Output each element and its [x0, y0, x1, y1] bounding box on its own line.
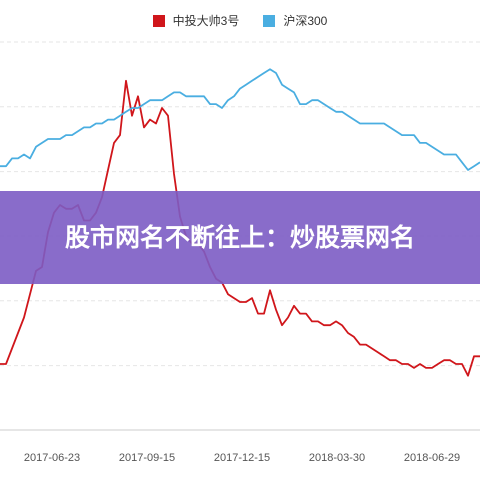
x-tick-label: 2017-09-15: [119, 452, 175, 464]
legend-item-series-1[interactable]: 中投大帅3号: [152, 12, 240, 29]
title-banner: 股市网名不断往上：炒股票网名: [0, 191, 480, 284]
series-2-line[interactable]: [0, 68, 480, 171]
legend-label-series-1: 中投大帅3号: [172, 14, 240, 28]
x-tick-label: 2018-06-29: [404, 452, 460, 464]
x-axis-ticks: 2017-06-23 2017-09-15 2017-12-15 2018-03-30…: [24, 452, 460, 464]
banner-title: 股市网名不断往上：炒股票网名: [64, 222, 415, 252]
legend-swatch-series-1: [152, 14, 165, 27]
legend-label-series-2: 沪深300: [283, 14, 328, 28]
legend-swatch-series-2: [263, 14, 276, 27]
chart-legend: 中投大帅3号 沪深300: [0, 12, 480, 29]
x-tick-label: 2018-03-30: [309, 452, 365, 464]
x-tick-label: 2017-06-23: [24, 452, 80, 464]
x-tick-label: 2017-12-15: [214, 452, 270, 464]
series-2-group: [0, 68, 480, 171]
legend-item-series-2[interactable]: 沪深300: [263, 12, 327, 29]
